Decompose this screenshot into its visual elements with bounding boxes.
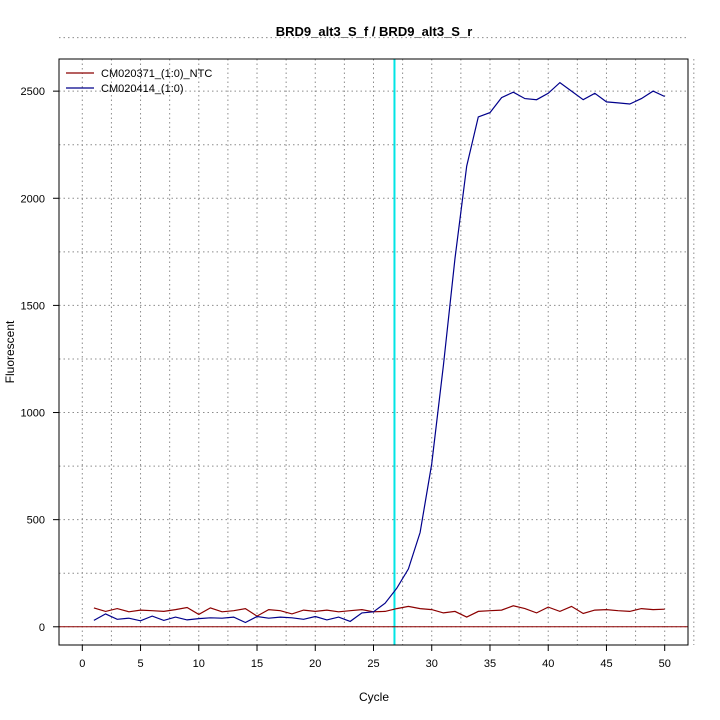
x-axis: 0 5 10 15 20 25 30 35 40 45 50	[79, 645, 671, 670]
y-axis-label: Fluorescent	[3, 320, 17, 383]
legend-entry-1: CM020371_(1:0)_NTC	[101, 68, 212, 80]
x-tick-label: 10	[193, 658, 205, 670]
x-tick-label: 30	[426, 658, 438, 670]
gridlines	[59, 37, 695, 645]
y-axis: 0 500 1000 1500 2000 2500	[21, 86, 59, 634]
x-tick-label: 45	[600, 658, 612, 670]
legend: CM020371_(1:0)_NTC CM020414_(1:0)	[66, 68, 212, 95]
series-line-1	[93, 605, 665, 618]
x-tick-label: 15	[251, 658, 263, 670]
y-tick-label: 2000	[21, 193, 45, 205]
y-tick-label: 500	[27, 515, 45, 527]
x-tick-label: 20	[309, 658, 321, 670]
y-tick-label: 1500	[21, 300, 45, 312]
x-tick-label: 5	[137, 658, 143, 670]
y-tick-label: 2500	[21, 86, 45, 98]
x-tick-label: 25	[367, 658, 379, 670]
x-tick-label: 35	[484, 658, 496, 670]
series-lines	[93, 81, 665, 624]
legend-entry-2: CM020414_(1:0)	[101, 83, 184, 95]
y-tick-label: 1000	[21, 408, 45, 420]
x-axis-label: Cycle	[359, 690, 389, 704]
chart-title: BRD9_alt3_S_f / BRD9_alt3_S_r	[276, 24, 473, 39]
x-tick-label: 50	[659, 658, 671, 670]
x-tick-label: 40	[542, 658, 554, 670]
series-line-2	[93, 81, 665, 624]
y-tick-label: 0	[39, 622, 45, 634]
x-tick-label: 0	[79, 658, 85, 670]
